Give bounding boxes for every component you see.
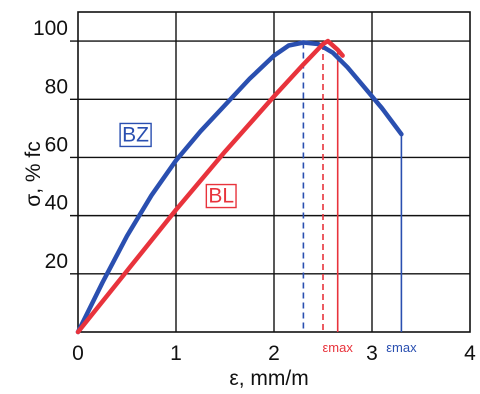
y-tick-label: 40 — [45, 192, 68, 215]
series-label-bl: BL — [208, 185, 234, 208]
series-label-bz: BZ — [122, 123, 149, 146]
x-tick-label: 4 — [464, 342, 476, 365]
y-tick-label: 100 — [33, 17, 68, 40]
emax-label-bl: εmax — [323, 340, 354, 355]
x-tick-label: 3 — [366, 342, 378, 365]
x-tick-label: 0 — [72, 342, 84, 365]
x-axis-title: ε, mm/m — [229, 367, 308, 389]
x-tick-label: 2 — [268, 342, 280, 365]
y-tick-label: 20 — [45, 250, 68, 273]
x-tick-label: 1 — [170, 342, 182, 365]
series-label-bl-box — [205, 183, 237, 209]
y-tick-label: 80 — [45, 75, 68, 98]
series-line-bl — [75, 38, 345, 335]
emax-label-bz: εmax — [386, 340, 417, 355]
y-axis-title: σ, % fc — [22, 141, 45, 206]
y-tick-label: 60 — [45, 133, 68, 156]
series-line-bz — [75, 40, 404, 335]
series-label-bz-box — [119, 122, 152, 148]
